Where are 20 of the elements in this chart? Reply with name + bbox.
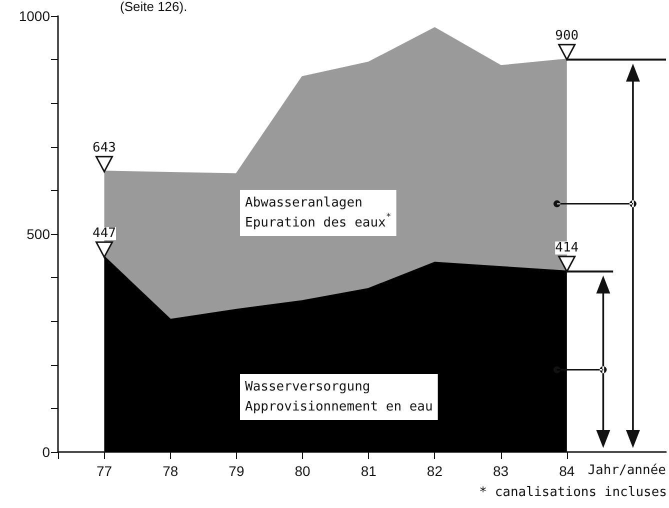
text: * canalisations incluses — [479, 485, 668, 500]
x-tick-label: 83 — [492, 463, 509, 479]
annotation: 900 — [555, 28, 579, 44]
annotation: 414 — [555, 240, 579, 256]
series-label: Wasserversorgung Approvisionnement en eau — [245, 380, 433, 414]
x-tick-label: 79 — [228, 463, 244, 479]
x-tick-label: 77 — [96, 463, 112, 479]
x-axis-title: Jahr/année — [588, 463, 666, 478]
annotation: 643 — [92, 140, 116, 156]
y-tick-label: 0 — [42, 444, 50, 460]
x-tick-label: 81 — [360, 463, 377, 479]
x-tick-label: 84 — [559, 463, 575, 479]
series-label: Abwasseranlagen Epuration des eaux* — [245, 196, 392, 230]
text: (Seite 126). — [120, 0, 188, 14]
x-tick-label: 78 — [162, 463, 178, 479]
annotation: 447 — [92, 226, 116, 242]
y-tick-label: 500 — [26, 226, 50, 242]
x-tick-label: 82 — [426, 463, 443, 479]
x-tick-label: 80 — [294, 463, 311, 479]
y-tick-label: 1000 — [18, 8, 50, 24]
